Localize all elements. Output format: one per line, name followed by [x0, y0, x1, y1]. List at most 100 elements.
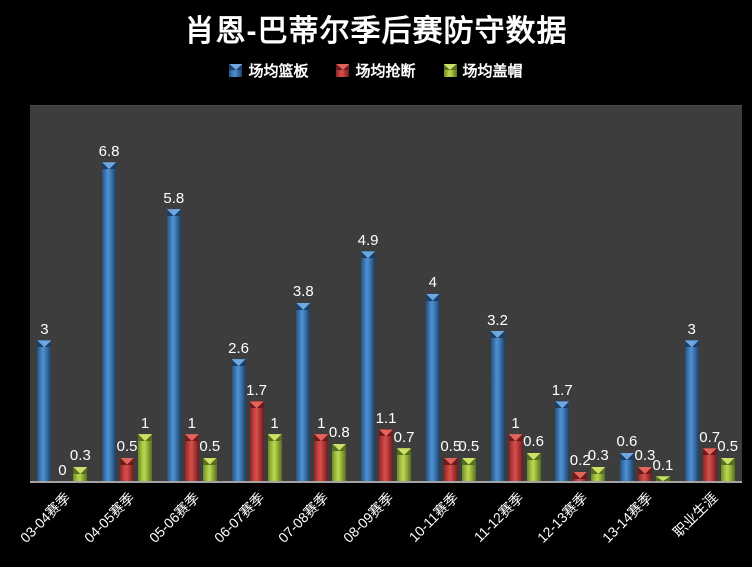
bar-top-highlight	[619, 452, 634, 460]
bar-top-bevel	[443, 64, 457, 70]
bar: 2.6	[228, 340, 249, 481]
bar: 1	[184, 415, 199, 481]
bar-value-label: 2.6	[228, 339, 249, 357]
bar-top-bevel	[102, 162, 117, 170]
bar: 0.8	[329, 424, 350, 481]
legend-item: 场均篮板	[229, 60, 308, 81]
bar: 0.3	[588, 448, 609, 481]
legend-label: 场均抢断	[355, 63, 416, 80]
bar-value-label: 0.1	[652, 456, 674, 474]
bar: 1.7	[552, 382, 573, 481]
x-axis-label: 职业生涯	[669, 489, 721, 541]
bar-top-highlight	[166, 209, 181, 217]
bar-value-label: 1	[187, 414, 196, 432]
bar-top-highlight	[655, 476, 670, 482]
bar-group: 3 0.7 0.5	[677, 106, 742, 481]
bar-value-label: 0.5	[116, 438, 138, 456]
bar-top-highlight	[526, 452, 541, 460]
bar: 3	[684, 321, 699, 481]
bar-top-highlight	[336, 64, 350, 70]
x-axis-label: 12-13赛季	[534, 489, 591, 546]
bar-top-highlight	[202, 457, 217, 465]
bar-top-bevel	[526, 452, 541, 460]
bar-top-highlight	[720, 457, 735, 465]
bar-top-bevel	[184, 434, 199, 442]
x-axis-labels: 03-04赛季 04-05赛季 05-06赛季 06-07赛季 07-08赛季 08-09…	[17, 489, 742, 567]
bar: 0.2	[570, 453, 591, 481]
bar-top-highlight	[591, 466, 606, 474]
bar-value-label: 1	[511, 414, 520, 432]
bar-top-highlight	[229, 64, 243, 70]
bar: 0.6	[617, 434, 637, 481]
bar-top-highlight	[314, 434, 329, 442]
bar: 0.5	[717, 439, 738, 481]
bar-value-label: 0.7	[393, 428, 415, 446]
bar: 0.6	[523, 434, 544, 481]
x-axis-label: 06-07赛季	[210, 489, 268, 546]
bar-top-highlight	[267, 434, 282, 442]
bar-group: 4 0.5 0.5	[418, 106, 483, 481]
bar-top-highlight	[296, 302, 311, 310]
bar: 6.8	[99, 143, 120, 481]
x-axis-label: 08-09赛季	[340, 489, 397, 546]
bar: 1	[508, 415, 523, 481]
bar-top-highlight	[397, 448, 412, 456]
bar-value-label: 0.5	[199, 438, 221, 456]
bar-top-bevel	[655, 476, 670, 482]
bar: 0.5	[440, 439, 461, 481]
legend-marker-icon	[336, 64, 350, 77]
bar-top-highlight	[425, 293, 440, 301]
bar-value-label: 5.8	[163, 189, 185, 207]
bar: 3.8	[293, 284, 314, 481]
legend-item: 场均抢断	[336, 60, 416, 81]
bar-top-bevel	[166, 209, 181, 217]
legend-marker-icon	[229, 64, 243, 77]
bar-top-highlight	[73, 466, 88, 474]
bar-top-highlight	[508, 434, 523, 442]
bar-group: 2.6 1.7 1	[224, 106, 289, 481]
bar-top-bevel	[361, 251, 376, 259]
bar-top-bevel	[314, 434, 329, 442]
bar: 0.7	[699, 429, 720, 481]
bar-top-bevel	[573, 471, 588, 479]
bar-top-bevel	[138, 434, 153, 442]
bar: 0.3	[70, 448, 91, 481]
bar-group: 5.8 1 0.5	[159, 106, 224, 481]
bar-top-highlight	[120, 457, 135, 465]
bar-group: 3.8 1 0.8	[289, 106, 354, 481]
bar-top-bevel	[73, 466, 88, 474]
bar-top-highlight	[684, 340, 699, 348]
bar-value-label: 0.5	[717, 438, 739, 456]
bar: 1	[267, 415, 282, 481]
bar-value-label: 0.8	[328, 424, 350, 441]
bar: 3	[37, 321, 52, 481]
bar-top-bevel	[397, 448, 412, 456]
bar-group: 3.2 1 0.6	[483, 106, 548, 481]
bar-top-highlight	[37, 340, 52, 348]
bar-groups: 3 0 0.3 6.8 0.5 1 5.8 1 0.5 2.6 1.7 1 3.8 1 0.8 4.9 1.1 0…	[30, 106, 742, 482]
bar-top-bevel	[490, 331, 505, 338]
bar-top-highlight	[443, 457, 458, 465]
bar-top-highlight	[379, 429, 394, 437]
bar-top-bevel	[702, 448, 717, 456]
bar-top-highlight	[555, 401, 570, 409]
bar-top-bevel	[619, 452, 634, 460]
bar-value-label: 0.3	[69, 447, 91, 465]
legend-item: 场均盖帽	[443, 60, 523, 81]
bar-top-highlight	[573, 471, 588, 479]
bar-value-label: 1	[140, 414, 150, 432]
bar-value-label: 0.3	[634, 447, 656, 465]
bar-value-label: 4	[428, 274, 437, 291]
bar: 1.7	[246, 382, 267, 481]
bar-value-label: 3	[687, 320, 696, 338]
x-axis-label: 10-11赛季	[405, 489, 462, 545]
bar-value-label: 0.6	[523, 433, 544, 451]
bar-group: 0.6 0.3 0.1	[613, 106, 678, 482]
bar-top-bevel	[267, 434, 282, 442]
x-axis-label: 11-12赛季	[470, 489, 527, 545]
bar-value-label: 3.8	[292, 283, 314, 301]
bar-top-highlight	[490, 331, 505, 338]
x-axis-label: 05-06赛季	[145, 489, 203, 546]
bar: 1	[138, 415, 153, 481]
legend-marker-icon	[443, 64, 457, 77]
